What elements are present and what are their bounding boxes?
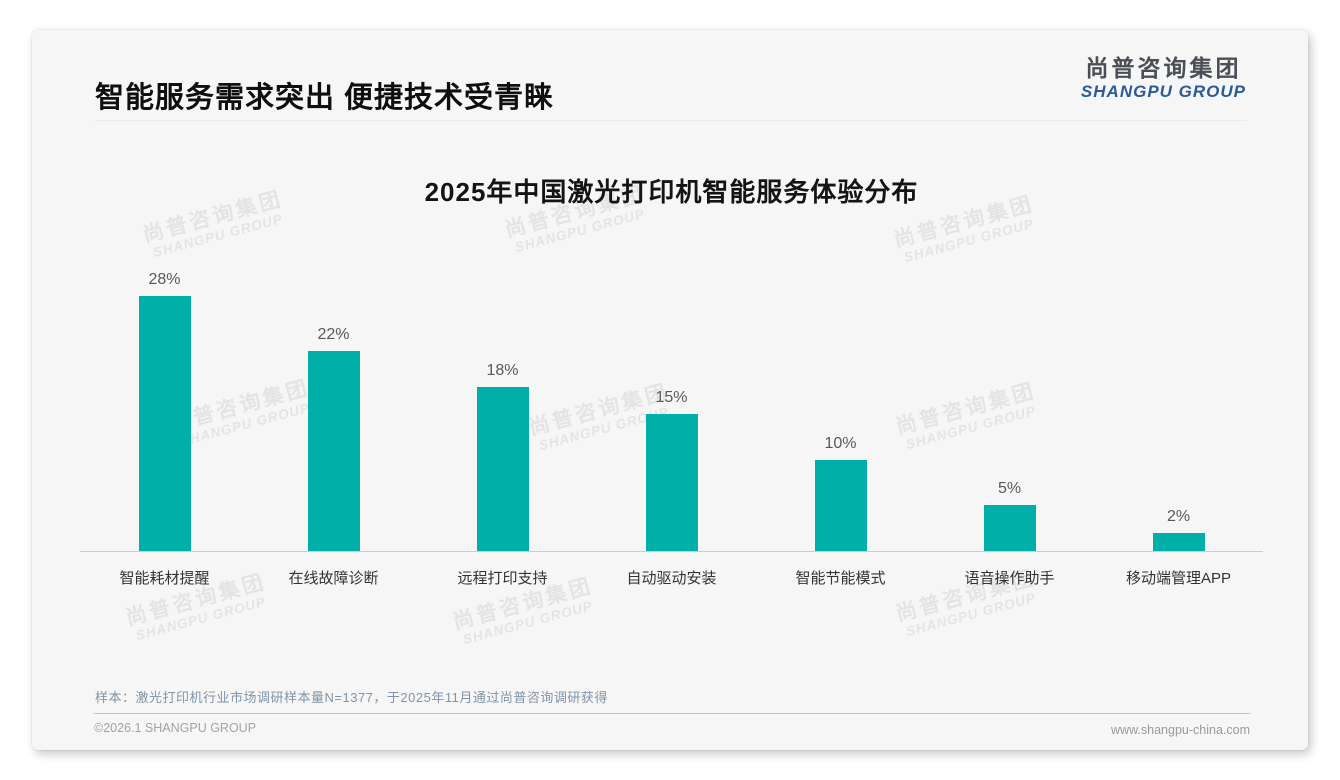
bar bbox=[983, 505, 1036, 551]
category-label: 智能耗材提醒 bbox=[119, 570, 210, 587]
bar-value-label: 5% bbox=[997, 480, 1022, 497]
sample-note: 样本：激光打印机行业市场调研样本量N=1377，于2025年11月通过尚普咨询调… bbox=[95, 690, 608, 705]
copyright-text: ©2026.1 SHANGPU GROUP bbox=[94, 721, 257, 735]
bar-group-1: 28% bbox=[80, 170, 249, 551]
header-divider bbox=[94, 120, 1246, 121]
category-label: 自动驱动安装 bbox=[626, 570, 717, 587]
bar-group-7: 2% bbox=[1094, 170, 1263, 551]
bar-value-label: 28% bbox=[148, 271, 181, 288]
bar-value-label: 2% bbox=[1166, 508, 1191, 525]
bar bbox=[1152, 533, 1205, 551]
bar-value-label: 10% bbox=[824, 435, 857, 452]
bar bbox=[307, 351, 360, 551]
slide-card: 尚普咨询集团 SHANGPU GROUP 尚普咨询集团 SHANGPU GROUP 尚普… bbox=[32, 30, 1308, 750]
category-label: 远程打印支持 bbox=[457, 570, 548, 587]
bar-value-label: 22% bbox=[317, 326, 350, 343]
bar bbox=[138, 296, 191, 551]
logo-chinese-text: 尚普咨询集团 bbox=[1085, 55, 1242, 81]
content-layer: 智能服务需求突出 便捷技术受青睐 尚普咨询集团 SHANGPU GROUP 20… bbox=[32, 30, 1308, 750]
x-axis-line bbox=[80, 551, 1263, 552]
company-logo: 尚普咨询集团 SHANGPU GROUP bbox=[1081, 54, 1246, 101]
bar-value-label: 15% bbox=[655, 389, 688, 406]
website-url: www.shangpu-china.com bbox=[1111, 723, 1250, 737]
chart-title: 2025年中国激光打印机智能服务体验分布 bbox=[424, 177, 919, 207]
bar bbox=[645, 414, 698, 551]
category-label: 移动端管理APP bbox=[1125, 570, 1231, 587]
bar-chart-plot-area: 28% 22% 18% 15% 10% 5% 2% bbox=[80, 170, 1263, 551]
bar-group-3: 18% bbox=[418, 170, 587, 551]
bar-group-6: 5% bbox=[925, 170, 1094, 551]
bar-group-5: 10% bbox=[756, 170, 925, 551]
logo-english-text: SHANGPU GROUP bbox=[1080, 82, 1246, 101]
bar-group-4: 15% bbox=[587, 170, 756, 551]
bar bbox=[814, 460, 867, 551]
x-axis-labels: 智能耗材提醒 在线故障诊断 远程打印支持 自动驱动安装 智能节能模式 语音操作助手 移动端管… bbox=[80, 567, 1263, 591]
category-label: 智能节能模式 bbox=[795, 570, 886, 587]
category-label: 在线故障诊断 bbox=[288, 570, 379, 587]
bar-value-label: 18% bbox=[486, 362, 519, 379]
category-label: 语音操作助手 bbox=[964, 570, 1055, 587]
bar bbox=[476, 387, 529, 551]
bar-group-2: 22% bbox=[249, 170, 418, 551]
page-title: 智能服务需求突出 便捷技术受青睐 bbox=[95, 82, 555, 114]
footer-divider bbox=[94, 713, 1250, 714]
